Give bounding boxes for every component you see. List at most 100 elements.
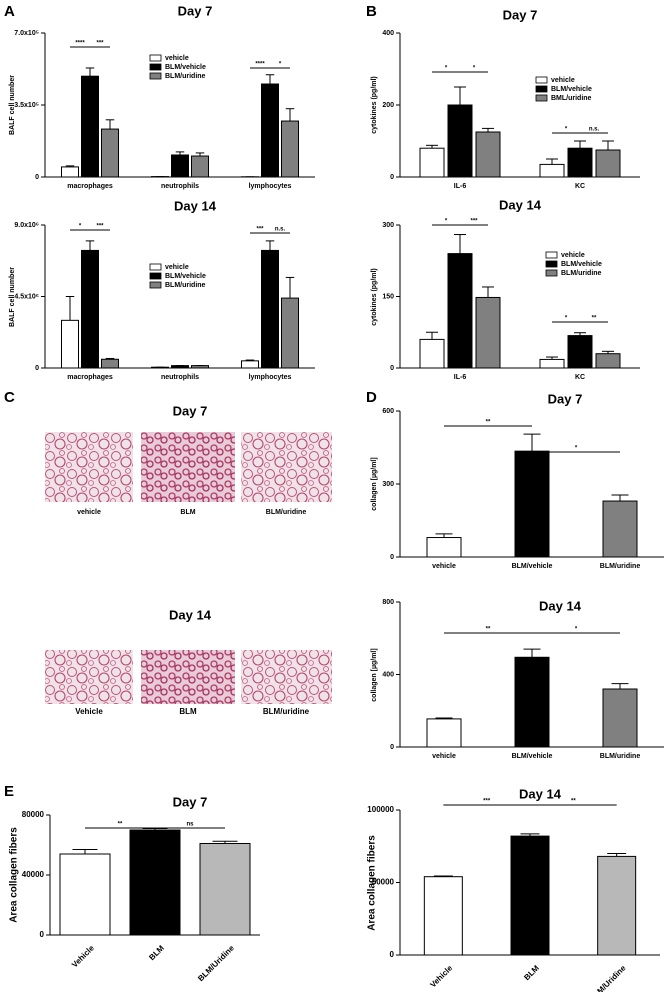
panel-letter: C (4, 389, 15, 406)
histology-image (45, 650, 133, 704)
bar (595, 353, 621, 369)
y-tick-label: 40000 (22, 870, 45, 879)
significance-label: * (565, 316, 568, 322)
legend-swatch (149, 281, 162, 289)
significance-label: n.s. (275, 227, 286, 233)
legend-label: vehicle (561, 252, 585, 259)
bar (199, 843, 251, 936)
histology-panel (45, 432, 332, 704)
significance-label: *** (483, 799, 491, 805)
bar (81, 75, 99, 178)
x-tick-label: vehicle (432, 563, 456, 570)
legend-swatch (545, 269, 558, 277)
bar (595, 149, 621, 178)
bar (191, 365, 209, 369)
significance-label: *** (470, 219, 478, 225)
y-tick-label: 80000 (22, 810, 45, 819)
significance-label: ** (486, 627, 491, 633)
bar (61, 319, 79, 369)
chart-title: Day 14 (499, 197, 542, 212)
significance-label: * (575, 627, 578, 633)
histology-label: Vehicle (75, 707, 103, 716)
legend-swatch (545, 251, 558, 259)
y-axis-label: cytokines (pg/ml) (371, 76, 378, 134)
x-tick-label: neutrophils (161, 183, 199, 190)
legend-swatch (149, 54, 162, 62)
x-tick-label: lymphocytes (249, 183, 292, 190)
bar (510, 835, 550, 956)
y-tick-label: 7.0x10⁵ (14, 30, 39, 37)
panel-letter: D (366, 389, 377, 406)
legend-label: BLM/uridine (165, 73, 206, 80)
chart-title: Day 7 (178, 3, 213, 18)
histology-label: BLM/uridine (266, 509, 307, 516)
y-tick-label: 100000 (367, 805, 394, 814)
bar (191, 155, 209, 178)
y-axis-label: collagen [µg/ml] (371, 457, 378, 510)
legend-label: vehicle (551, 77, 575, 84)
bar (447, 104, 473, 178)
legend-label: BLM/vehicle (561, 261, 602, 268)
histology-image (45, 432, 133, 502)
bar (241, 360, 259, 369)
bar (475, 131, 501, 178)
histology-title: Day 7 (173, 403, 208, 418)
significance-label: *** (96, 224, 104, 230)
y-tick-label: 0 (390, 554, 394, 561)
y-tick-label: 0 (390, 174, 394, 181)
chart-title: Day 14 (519, 786, 562, 801)
bar (81, 249, 99, 369)
significance-label: *** (96, 41, 104, 47)
significance-label: n.s. (589, 127, 600, 133)
significance-label: *** (256, 227, 264, 233)
histology-image (241, 432, 332, 502)
legend-label: BLM/vehicle (165, 64, 206, 71)
bar (281, 120, 299, 178)
bar (261, 83, 279, 178)
chart-title: Day 7 (548, 391, 583, 406)
significance-label: ** (592, 316, 597, 322)
x-tick-label: BLM/uridine (600, 753, 641, 760)
bar (281, 297, 299, 369)
significance-label: * (445, 66, 448, 72)
significance-label: ns (186, 822, 194, 828)
panel-letter: E (4, 783, 14, 800)
legend-swatch (535, 76, 548, 84)
y-tick-label: 200 (382, 102, 394, 109)
legend-label: vehicle (165, 264, 189, 271)
chart-title: Day 7 (503, 7, 538, 22)
x-tick-label: BLM/Uridine (588, 963, 628, 992)
x-tick-label: BLM/uridine (600, 563, 641, 570)
significance-label: **** (255, 62, 265, 68)
bar (101, 128, 119, 178)
significance-label: * (473, 66, 476, 72)
significance-label: * (565, 127, 568, 133)
y-axis-label: BALF cell number (9, 267, 16, 327)
x-tick-label: KC (575, 374, 585, 381)
y-tick-label: 300 (382, 481, 394, 488)
bar (602, 688, 638, 748)
significance-label: **** (75, 41, 85, 47)
bar (171, 365, 189, 369)
legend-swatch (149, 72, 162, 80)
y-axis-label: Area collagen fibers (367, 835, 378, 931)
bar (597, 855, 637, 956)
legend-label: BLM/vehicle (551, 86, 592, 93)
legend-swatch (545, 260, 558, 268)
x-tick-label: Vehicle (70, 943, 96, 969)
significance-label: * (575, 446, 578, 452)
histology-title: Day 14 (169, 607, 212, 622)
y-tick-label: 0 (35, 174, 39, 181)
bar (129, 829, 181, 936)
panel-letter: A (4, 3, 15, 20)
y-tick-label: 0 (35, 365, 39, 372)
x-tick-label: IL-6 (454, 183, 467, 190)
legend-label: BLM/vehicle (165, 273, 206, 280)
bar (101, 358, 119, 369)
x-tick-label: Vehicle (428, 963, 454, 989)
x-tick-label: BLM/vehicle (512, 753, 553, 760)
x-tick-label: BLM (147, 943, 166, 962)
y-tick-label: 600 (382, 408, 394, 415)
y-tick-label: 400 (382, 671, 394, 678)
histology-label: BLM (179, 707, 197, 716)
